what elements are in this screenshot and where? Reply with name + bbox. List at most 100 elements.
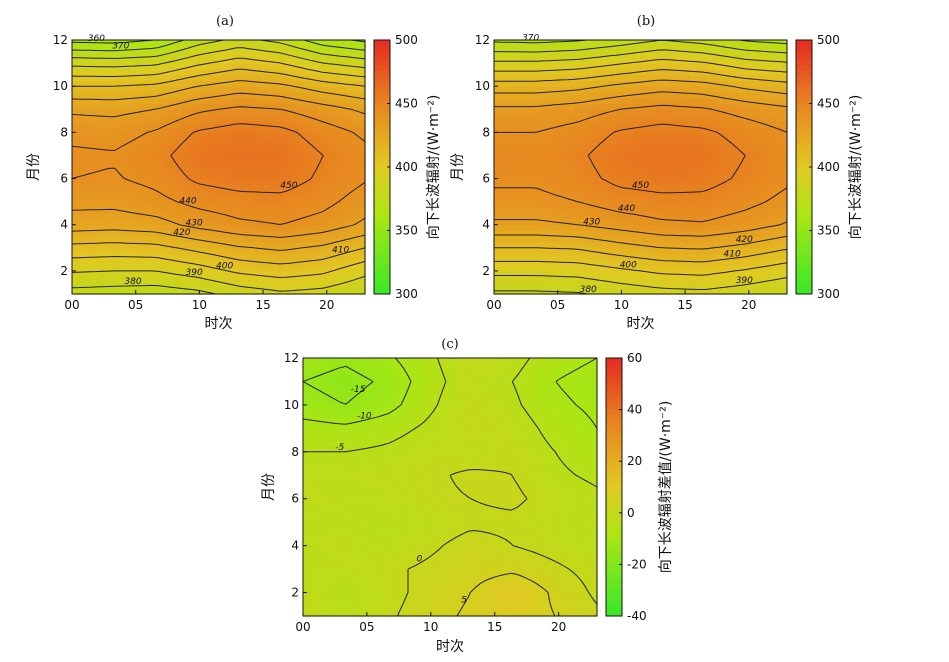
heat-cell	[346, 143, 354, 151]
heat-cell	[536, 161, 544, 168]
heat-cell	[548, 74, 556, 82]
heat-cell	[542, 51, 550, 58]
heat-cell	[90, 161, 98, 168]
heat-cell	[719, 57, 727, 64]
colorbar-cell	[796, 260, 812, 265]
heat-cell	[96, 265, 104, 272]
heat-cell	[175, 149, 183, 157]
heat-cell	[328, 276, 336, 284]
heat-cell	[597, 86, 605, 93]
heat-cell	[230, 190, 238, 197]
heat-cell	[267, 270, 275, 278]
heat-cell	[321, 586, 329, 594]
heat-cell	[536, 242, 544, 249]
heat-cell	[506, 40, 513, 47]
heat-cell	[652, 149, 660, 157]
heat-cell	[486, 557, 494, 564]
heat-cell	[267, 115, 275, 122]
heat-cell	[529, 586, 537, 594]
heat-cell	[744, 195, 751, 203]
heat-cell	[524, 86, 532, 93]
heat-cell	[590, 569, 598, 576]
heat-cell	[206, 282, 213, 289]
heat-cell	[530, 57, 538, 64]
heat-cell	[677, 149, 684, 157]
heat-cell	[230, 184, 238, 191]
heat-cell	[218, 40, 226, 47]
heat-cell	[658, 178, 666, 185]
heat-cell	[352, 610, 359, 617]
heat-cell	[236, 167, 244, 174]
heat-cell	[316, 161, 323, 168]
heat-cell	[561, 265, 568, 272]
heat-cell	[310, 172, 317, 180]
heat-cell	[133, 138, 140, 145]
heat-cell	[388, 557, 396, 564]
heat-cell	[261, 195, 268, 203]
heat-cell	[756, 126, 764, 133]
heat-cell	[120, 270, 128, 278]
heat-cell	[500, 236, 507, 243]
heat-cell	[585, 126, 593, 133]
heat-cell	[689, 149, 697, 157]
heat-cell	[291, 282, 299, 289]
heat-cell	[744, 288, 751, 295]
heat-cell	[774, 172, 782, 180]
heat-cell	[108, 161, 116, 168]
heat-cell	[255, 51, 262, 58]
heat-cell	[114, 190, 122, 197]
heat-cell	[108, 138, 116, 145]
heat-cell	[548, 184, 556, 191]
heat-cell	[524, 288, 532, 295]
heat-cell	[628, 224, 635, 232]
heat-cell	[713, 242, 721, 249]
heat-cell	[169, 172, 177, 180]
heat-cell	[96, 213, 104, 220]
x-tick-label: 00	[64, 298, 79, 312]
heat-cell	[517, 580, 525, 588]
heat-cell	[462, 574, 469, 582]
heat-cell	[200, 45, 207, 53]
heat-cell	[72, 40, 79, 47]
heat-cell	[126, 259, 134, 266]
heat-cell	[96, 91, 104, 99]
heat-cell	[579, 195, 587, 203]
heat-cell	[236, 86, 244, 93]
heat-cell	[750, 276, 758, 284]
heat-cell	[255, 63, 262, 70]
heat-cell	[334, 276, 342, 284]
heat-cell	[236, 276, 244, 284]
heat-cell	[242, 190, 250, 197]
heat-cell	[230, 276, 238, 284]
heat-cell	[279, 149, 287, 157]
heat-cell	[695, 109, 703, 116]
heat-cell	[774, 97, 782, 105]
heat-cell	[340, 276, 348, 284]
heat-cell	[255, 40, 262, 47]
heat-cell	[261, 109, 268, 116]
heat-cell	[163, 184, 171, 191]
heat-cell	[358, 580, 365, 588]
heat-cell	[285, 132, 293, 139]
heat-cell	[291, 265, 299, 272]
heat-cell	[585, 207, 593, 214]
heat-cell	[255, 236, 262, 243]
heat-cell	[573, 132, 581, 139]
heat-cell	[303, 259, 311, 266]
heat-cell	[713, 236, 721, 243]
heat-cell	[194, 178, 201, 185]
heat-cell	[561, 195, 568, 203]
heat-cell	[561, 74, 568, 82]
heat-cell	[340, 45, 348, 53]
heat-cell	[474, 580, 482, 588]
heat-cell	[413, 604, 420, 611]
heat-cell	[774, 80, 782, 87]
heat-cell	[133, 103, 140, 110]
heat-cell	[646, 68, 654, 76]
heat-cell	[725, 40, 733, 47]
heat-cell	[725, 57, 733, 64]
heat-cell	[701, 218, 709, 226]
heat-cell	[732, 86, 739, 93]
heat-cell	[114, 247, 122, 255]
heat-cell	[494, 190, 501, 197]
